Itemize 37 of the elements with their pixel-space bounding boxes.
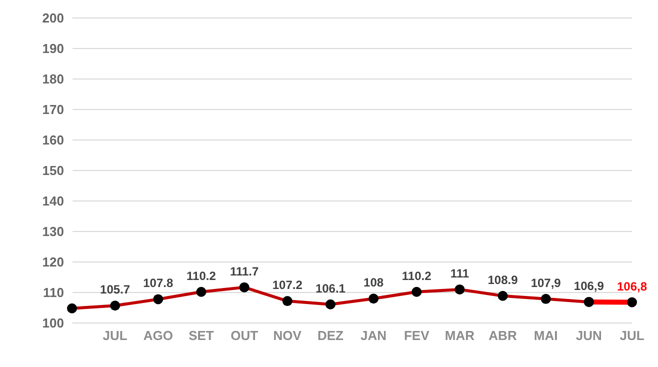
data-label: 106.1 [315,281,346,296]
y-tick-label: 180 [42,72,64,87]
x-tick-label: JUL [620,328,644,344]
x-tick-label: JAN [360,328,387,344]
data-label: 110.2 [186,268,216,283]
x-tick-label: JUL [102,328,128,344]
data-label: 106,9 [574,278,604,293]
y-tick-label: 110 [43,285,64,300]
y-tick-label: 200 [42,10,64,26]
data-label: 108.9 [488,272,518,287]
data-label: 105.7 [100,282,130,297]
x-tick-label: SET [188,328,214,344]
data-label: 107,9 [530,276,562,290]
x-tick-label: JUN [576,328,602,344]
x-tick-label: FEV [404,328,430,344]
x-tick-label: NOV [273,328,302,344]
data-label: 108 [364,276,384,290]
y-tick-label: 100 [42,316,64,331]
data-label: 111.7 [230,264,259,278]
y-tick-label: 140 [42,194,64,209]
y-tick-label: 120 [42,254,64,270]
data-label: 106,8 [616,279,648,294]
y-tick-label: 190 [42,41,64,56]
x-tick-label: MAR [444,328,476,344]
x-tick-label: MAI [534,328,558,344]
y-tick-label: 170 [42,102,64,118]
data-label: 107.2 [272,278,303,292]
y-tick-label: 160 [42,132,64,148]
data-label: 111 [450,266,470,280]
y-tick-label: 130 [42,224,64,240]
data-label: 110.2 [402,268,432,283]
x-tick-label: ABR [488,328,518,344]
x-tick-label: DEZ [317,328,344,344]
y-tick-label: 150 [42,163,64,178]
x-tick-label: AGO [143,328,173,344]
x-tick-label: OUT [230,328,258,344]
data-label: 107.8 [143,276,174,290]
